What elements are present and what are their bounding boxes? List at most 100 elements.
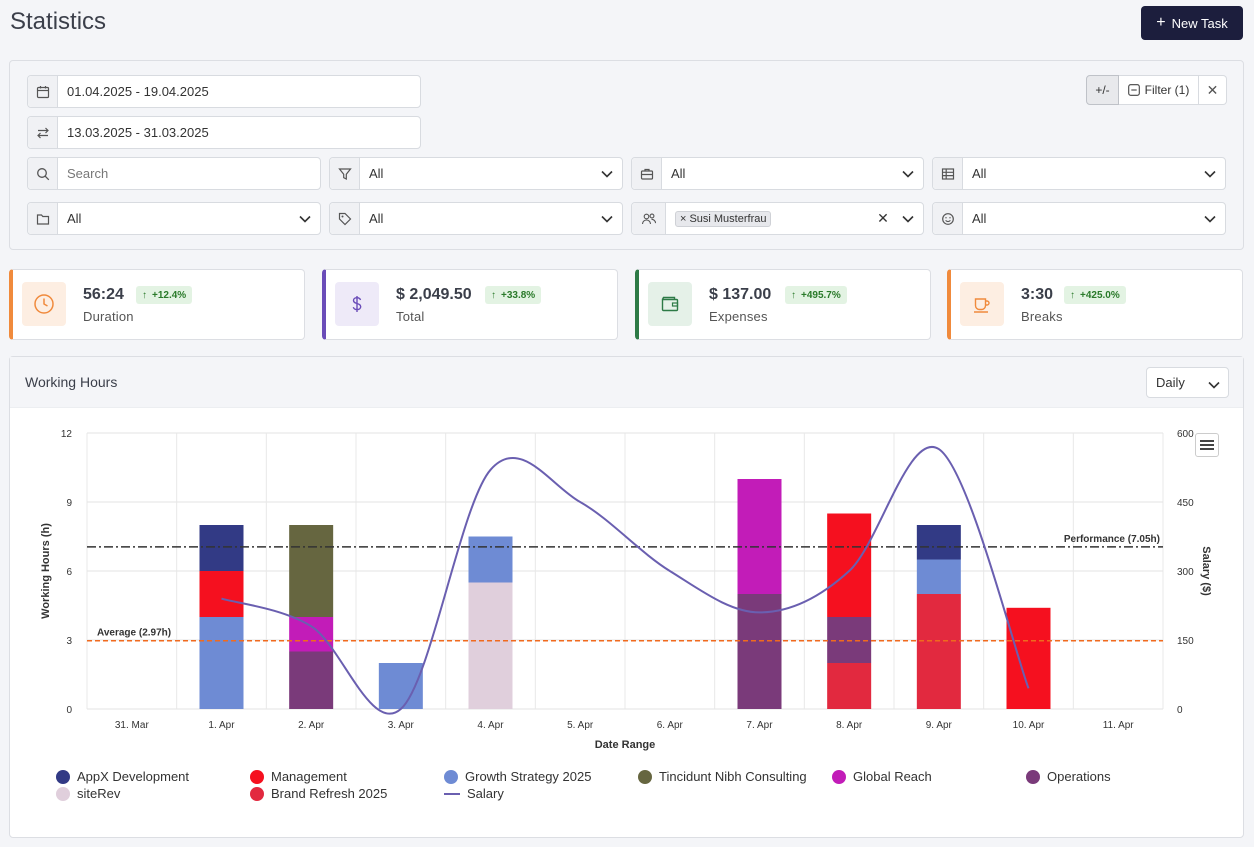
legend-label: AppX Development <box>77 769 190 784</box>
legend-item[interactable]: Global Reach <box>832 769 932 784</box>
bar-segment <box>916 525 961 560</box>
legend-label: Brand Refresh 2025 <box>271 786 388 801</box>
legend-item[interactable]: Salary <box>444 786 504 801</box>
date-range-field[interactable]: 01.04.2025 - 19.04.2025 <box>27 75 421 108</box>
y-axis-title: Working Hours (h) <box>40 523 52 619</box>
legend-item[interactable]: Tincidunt Nibh Consulting <box>638 769 807 784</box>
x-tick-label: 8. Apr <box>836 720 863 731</box>
compare-arrows-icon <box>28 117 58 148</box>
legend-dot-marker <box>56 786 70 801</box>
tag-icon <box>330 203 360 234</box>
stat-label: Expenses <box>709 309 768 324</box>
reference-line-label: Performance (7.05h) <box>1064 534 1160 545</box>
legend-item[interactable]: AppX Development <box>56 769 189 784</box>
legend-label: Growth Strategy 2025 <box>465 769 592 784</box>
chevron-down-icon <box>290 215 320 223</box>
briefcase-icon <box>632 158 662 189</box>
x-tick-label: 6. Apr <box>657 720 684 731</box>
y2-tick-label: 450 <box>1177 498 1194 509</box>
bar-segment <box>916 559 961 594</box>
stat-badge-text: +425.0% <box>1080 289 1120 301</box>
compare-range-field[interactable]: 13.03.2025 - 31.03.2025 <box>27 116 421 149</box>
page-title: Statistics <box>10 8 107 35</box>
project-select[interactable]: All <box>631 157 924 190</box>
bar-segment <box>827 663 872 709</box>
folder-icon <box>28 203 58 234</box>
filter-panel: 01.04.2025 - 19.04.2025 13.03.2025 - 31.… <box>9 60 1244 250</box>
stat-value: $ 137.00 <box>709 286 772 303</box>
y-tick-label: 9 <box>66 498 72 509</box>
compare-range-value: 13.03.2025 - 31.03.2025 <box>67 125 209 140</box>
salary-line <box>221 445 1030 715</box>
plus-minus-button[interactable]: +/- <box>1086 75 1119 105</box>
x-axis-title: Date Range <box>595 739 656 751</box>
y-tick-label: 12 <box>61 429 73 440</box>
legend-item[interactable]: siteRev <box>56 786 120 801</box>
stat-badge-text: +495.7% <box>801 289 841 301</box>
close-filter-button[interactable]: ✕ <box>1199 75 1227 105</box>
stat-badge: ↑ +495.7% <box>785 286 847 304</box>
tag-select-value: All <box>369 211 384 226</box>
bar-segment <box>289 651 334 709</box>
legend-dot-marker <box>56 769 70 784</box>
stat-value: 3:30 <box>1021 286 1054 303</box>
filter-button[interactable]: Filter (1) <box>1119 75 1199 105</box>
legend-item[interactable]: Growth Strategy 2025 <box>444 769 591 784</box>
clear-icon[interactable]: ✕ <box>877 210 889 226</box>
stat-badge: ↑ +33.8% <box>485 286 542 304</box>
search-input[interactable]: Search <box>27 157 321 190</box>
arrow-up-icon: ↑ <box>142 289 147 301</box>
close-icon: ✕ <box>1206 81 1219 98</box>
user-chip[interactable]: × Susi Musterfrau <box>675 211 772 227</box>
minus-square-icon <box>1127 84 1140 96</box>
bar-segment <box>468 536 513 583</box>
filter-button-label: Filter (1) <box>1144 83 1190 97</box>
chip-remove-icon[interactable]: × <box>680 213 687 225</box>
legend-item[interactable]: Operations <box>1026 769 1111 784</box>
bar-segment <box>289 525 334 617</box>
search-placeholder: Search <box>67 166 109 181</box>
tag-select[interactable]: All <box>329 202 623 235</box>
legend-item[interactable]: Management <box>250 769 347 784</box>
bar-segment <box>1006 607 1051 709</box>
stat-card-duration: 56:24 Duration ↑ +12.4% <box>9 269 305 340</box>
legend-item[interactable]: Brand Refresh 2025 <box>250 786 387 801</box>
x-tick-label: 1. Apr <box>208 720 235 731</box>
user-select[interactable]: × Susi Musterfrau ✕ <box>631 202 924 235</box>
chevron-down-icon <box>592 170 622 178</box>
interval-select[interactable]: Daily <box>1146 367 1229 398</box>
chart-title: Working Hours <box>10 357 1243 408</box>
x-tick-label: 7. Apr <box>746 720 773 731</box>
x-tick-label: 2. Apr <box>298 720 325 731</box>
bar-segment <box>199 571 244 617</box>
bar-segment <box>827 513 872 617</box>
y-tick-label: 3 <box>66 636 72 647</box>
y-tick-label: 6 <box>66 567 72 578</box>
new-task-button[interactable]: + New Task <box>1141 6 1243 40</box>
clock-icon <box>22 282 66 326</box>
arrow-up-icon: ↑ <box>491 289 496 301</box>
y2-axis-title: Salary ($) <box>1200 546 1212 596</box>
wallet-icon <box>648 282 692 326</box>
x-tick-label: 5. Apr <box>567 720 594 731</box>
interval-value: Daily <box>1156 375 1185 390</box>
legend-dot-marker <box>250 786 264 801</box>
stat-value: $ 2,049.50 <box>396 286 472 303</box>
chevron-down-icon <box>1195 170 1225 178</box>
mood-select[interactable]: All <box>932 202 1226 235</box>
chart-menu-button[interactable] <box>1195 433 1219 457</box>
chevron-down-icon <box>1195 215 1225 223</box>
x-tick-label: 11. Apr <box>1103 720 1135 731</box>
user-chip-wrap: × Susi Musterfrau <box>666 210 873 227</box>
arrow-up-icon: ↑ <box>791 289 796 301</box>
table-select-value: All <box>972 166 987 181</box>
table-select[interactable]: All <box>932 157 1226 190</box>
folder-select[interactable]: All <box>27 202 321 235</box>
filter-select[interactable]: All <box>329 157 623 190</box>
legend-label: siteRev <box>77 786 121 801</box>
x-tick-label: 4. Apr <box>477 720 504 731</box>
legend-dot-marker <box>444 769 458 784</box>
legend-label: Salary <box>467 786 504 801</box>
stat-badge: ↑ +425.0% <box>1064 286 1126 304</box>
legend-dot-marker <box>832 769 846 784</box>
